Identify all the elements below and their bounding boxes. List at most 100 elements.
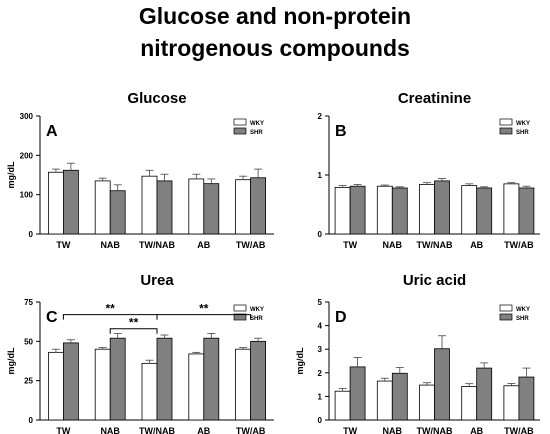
bar-wky xyxy=(235,348,252,421)
y-tick-label: 2 xyxy=(318,369,323,378)
panel-c: Urea 0 25 50 75 mg/dL C TW NAB TW/NAB AB TW/AB WKY SH… xyxy=(6,272,274,434)
panel-letter: B xyxy=(335,123,347,140)
figure-title-line2: nitrogenous compounds xyxy=(140,35,410,61)
legend-swatch-shr xyxy=(499,127,513,135)
legend-label-shr: SHR xyxy=(250,130,263,136)
y-tick-label: 3 xyxy=(318,345,323,354)
bar-wky xyxy=(503,183,520,235)
legend-swatch-wky xyxy=(233,304,247,312)
x-tick-label: TW/AB xyxy=(504,426,534,434)
x-tick-label: TW/NAB xyxy=(417,426,453,434)
x-tick-label: TW xyxy=(343,426,357,434)
bar-shr xyxy=(434,348,450,421)
y-tick-label: 0 xyxy=(29,416,34,425)
x-tick-label: NAB xyxy=(383,426,403,434)
x-tick-label: NAB xyxy=(100,240,120,250)
x-tick-label: NAB xyxy=(100,426,120,434)
y-tick-label: 25 xyxy=(24,377,33,386)
y-tick-label: 50 xyxy=(24,337,33,346)
x-tick-label: AB xyxy=(197,240,210,250)
x-tick-label: TW/NAB xyxy=(139,240,175,250)
y-tick-label: 300 xyxy=(20,112,34,121)
x-tick-label: TW xyxy=(56,240,70,250)
x-tick-label: TW xyxy=(56,426,70,434)
bar-shr xyxy=(63,342,79,421)
y-tick-label: 5 xyxy=(318,298,323,307)
significance-bracket xyxy=(109,328,158,334)
bar-wky xyxy=(376,380,393,421)
x-tick-label: NAB xyxy=(383,240,403,250)
panel-letter: C xyxy=(46,309,58,326)
bar-wky xyxy=(419,184,435,235)
bar-wky xyxy=(141,362,158,421)
bar-shr xyxy=(109,190,126,235)
panel-title: Uric acid xyxy=(403,272,466,289)
significance-label: ** xyxy=(129,316,139,330)
y-tick-label: 1 xyxy=(318,171,323,180)
bar-shr xyxy=(434,180,450,235)
bar-shr xyxy=(250,177,267,235)
bar-shr xyxy=(63,169,79,235)
bar-shr xyxy=(349,366,366,421)
y-tick-label: 75 xyxy=(24,298,33,307)
bar-shr xyxy=(518,187,535,235)
bar-wky xyxy=(188,353,205,421)
bar-wky xyxy=(141,175,158,235)
bar-wky xyxy=(461,386,478,421)
legend-label-wky: WKY xyxy=(250,307,264,313)
legend-swatch-shr xyxy=(499,313,513,321)
x-tick-label: AB xyxy=(470,426,483,434)
panel-title: Urea xyxy=(140,272,174,289)
bar-wky xyxy=(419,384,435,421)
bar-wky xyxy=(94,180,111,235)
bar-wky xyxy=(334,186,351,235)
panel-title: Creatinine xyxy=(398,90,471,107)
bar-wky xyxy=(376,185,393,235)
y-axis-label: mg/dL xyxy=(295,347,305,374)
panel-title: Glucose xyxy=(127,90,186,107)
bar-shr xyxy=(391,372,408,421)
legend-label-wky: WKY xyxy=(516,307,530,313)
bar-wky xyxy=(94,348,111,421)
significance-label: ** xyxy=(199,302,209,316)
panel-b: Creatinine 0 1 2 B TW NAB TW/NAB AB TW/AB WKY SHR xyxy=(318,90,540,250)
bar-shr xyxy=(203,183,220,235)
bar-shr xyxy=(391,187,408,235)
significance-label: ** xyxy=(106,302,116,316)
significance-bracket xyxy=(156,314,252,320)
y-tick-label: 1 xyxy=(318,392,323,401)
x-tick-label: TW xyxy=(343,240,357,250)
bar-shr xyxy=(349,185,366,235)
legend-label-wky: WKY xyxy=(250,121,264,127)
legend-label-wky: WKY xyxy=(516,121,530,127)
bar-wky xyxy=(48,171,64,235)
legend-swatch-shr xyxy=(233,127,247,135)
legend-swatch-wky xyxy=(233,118,247,126)
panel-a: Glucose 0 100 200 300 mg/dL A TW NAB TW/NAB AB TW/A… xyxy=(6,90,274,250)
figure-title-line1: Glucose and non-protein xyxy=(138,3,412,29)
x-tick-label: TW/NAB xyxy=(417,240,453,250)
y-tick-label: 100 xyxy=(20,191,34,200)
y-axis-label: mg/dL xyxy=(6,161,16,188)
bar-wky xyxy=(334,390,351,421)
y-tick-label: 0 xyxy=(318,416,323,425)
legend-label-shr: SHR xyxy=(516,130,529,136)
x-tick-label: TW/NAB xyxy=(139,426,175,434)
bar-wky xyxy=(461,185,478,235)
x-tick-label: TW/AB xyxy=(236,240,266,250)
y-axis-label: mg/dL xyxy=(6,347,16,374)
bar-wky xyxy=(235,179,252,235)
bar-shr xyxy=(156,180,173,235)
bar-shr xyxy=(476,187,493,235)
bar-shr xyxy=(476,367,493,421)
bar-shr xyxy=(518,376,535,421)
legend-label-shr: SHR xyxy=(250,316,263,322)
panel-letter: D xyxy=(335,309,347,326)
y-tick-label: 200 xyxy=(20,151,34,160)
legend-swatch-wky xyxy=(499,304,513,312)
bar-shr xyxy=(109,337,126,421)
legend-label-shr: SHR xyxy=(516,316,529,322)
x-tick-label: AB xyxy=(197,426,210,434)
